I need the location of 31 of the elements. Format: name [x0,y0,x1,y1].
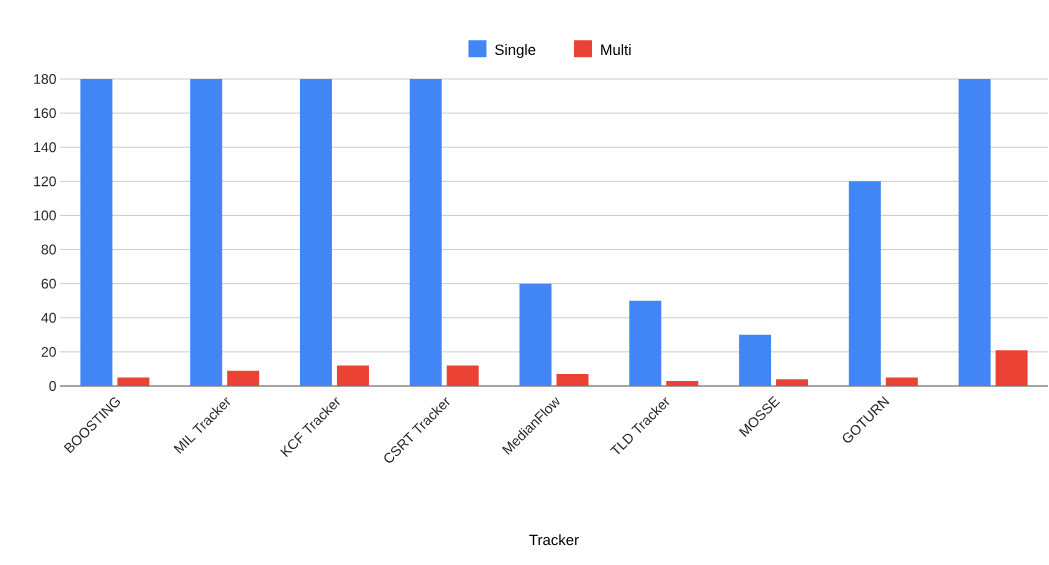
y-tick-label: 140 [34,142,56,153]
bar [190,79,223,386]
y-tick-label: 60 [41,278,56,289]
bar [629,300,662,386]
bar [446,365,479,386]
bar [958,79,991,386]
bar [519,283,552,386]
bar [80,79,113,386]
y-tick-label: 180 [34,74,56,84]
y-tick-label: 160 [34,108,56,119]
y-tick-label: 100 [34,210,56,221]
bar [556,374,589,386]
y-tick-label: 120 [34,176,56,187]
bar [227,370,260,386]
bar [409,79,442,386]
y-tick-label: 20 [41,346,56,357]
bar [776,379,809,386]
bar [299,79,332,386]
bar [848,181,881,386]
bar [666,380,699,386]
bar [885,377,918,386]
x-axis-title: Tracker [529,534,579,546]
y-tick-label: 0 [49,381,56,391]
legend-label: Multi [601,44,631,56]
bar [336,365,369,386]
legend-label: Single [495,44,536,58]
bar [117,377,150,386]
bar [739,334,772,386]
y-tick-label: 80 [41,244,56,255]
y-tick-label: 40 [41,312,56,323]
bar [995,350,1028,386]
